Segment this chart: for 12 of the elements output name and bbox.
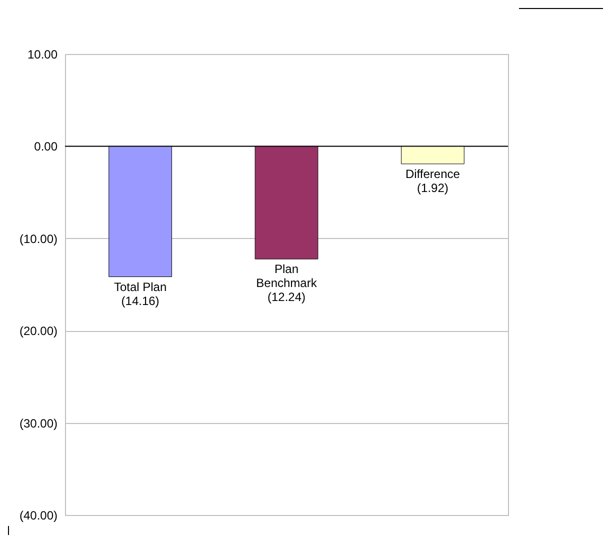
y-tick-label: (40.00) <box>19 508 58 522</box>
x-tick-label: Difference <box>405 166 460 181</box>
data-label: (1.92) <box>417 180 448 195</box>
y-tick-label: (10.00) <box>19 232 58 246</box>
data-label: (14.16) <box>121 294 160 308</box>
y-tick-label: (20.00) <box>19 324 58 338</box>
y-tick-label: 10.00 <box>27 48 58 62</box>
y-tick-label: (30.00) <box>19 416 58 430</box>
y-tick-label: 0.00 <box>34 140 58 154</box>
x-tick-label: Total Plan <box>114 280 167 294</box>
x-tick-label: Plan Benchmark <box>256 262 318 290</box>
data-label: (12.24) <box>267 290 306 304</box>
